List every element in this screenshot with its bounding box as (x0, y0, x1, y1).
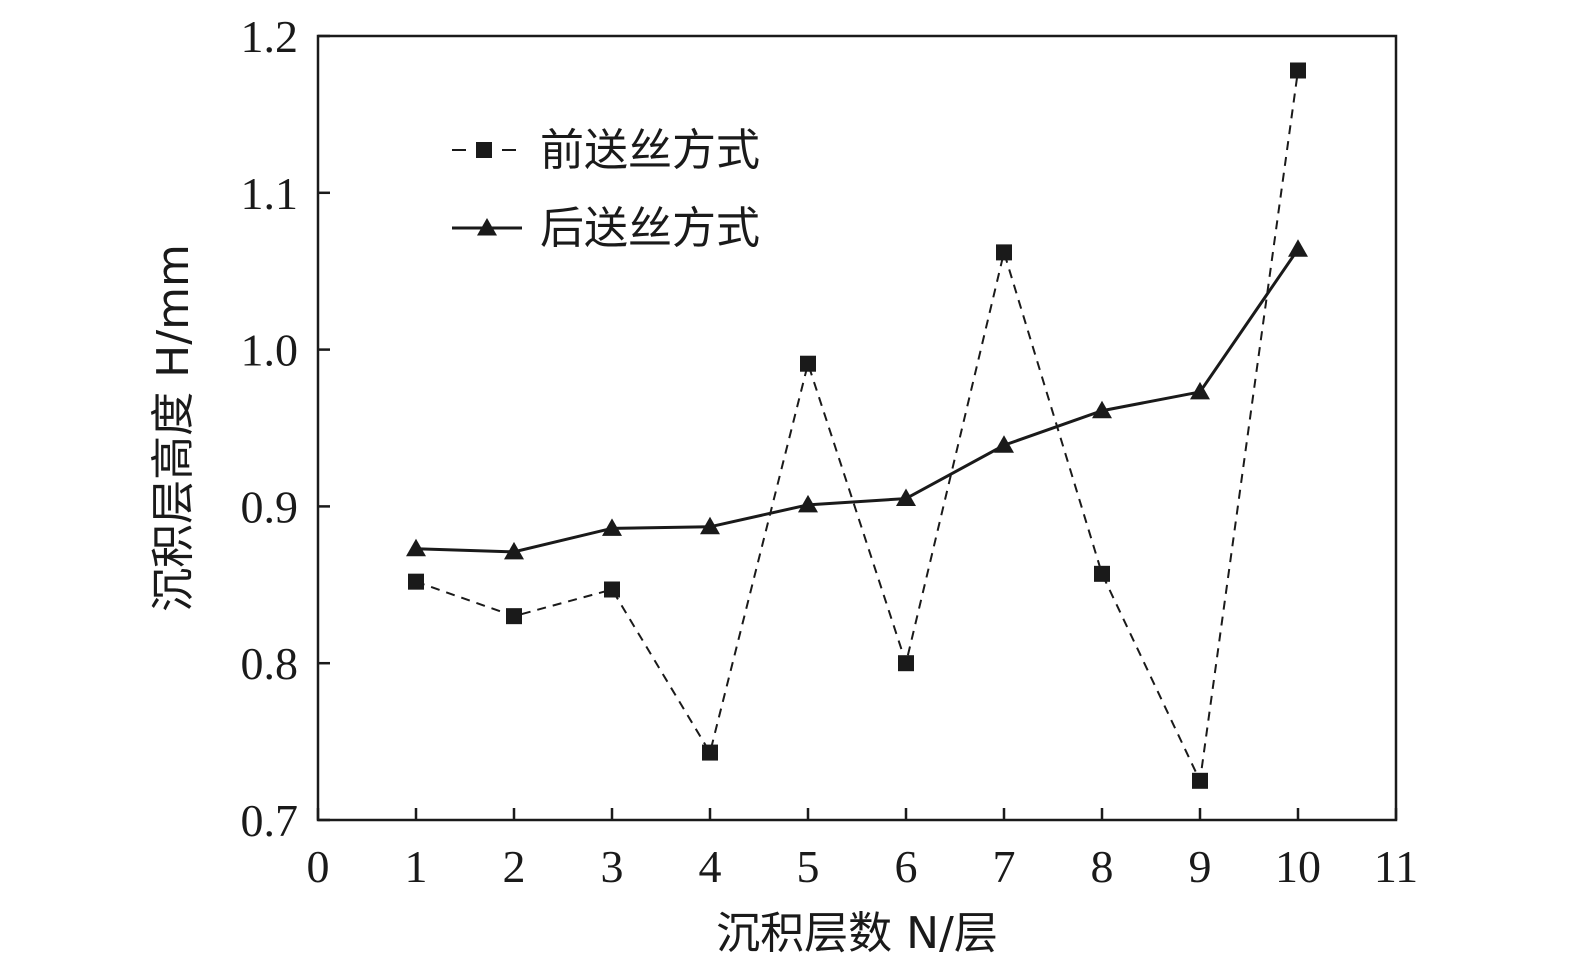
series-0-point-2 (604, 581, 620, 598)
x-axis-title: 沉积层数 N/层 (716, 908, 998, 959)
series-0-point-7 (1094, 565, 1110, 582)
series-1-point-8 (1190, 381, 1210, 400)
x-tick-label-9: 9 (1189, 841, 1212, 892)
x-tick-label-8: 8 (1091, 841, 1114, 892)
x-tick-label-7: 7 (993, 841, 1016, 892)
series-0-point-4 (800, 355, 816, 372)
series-0 (408, 62, 1306, 789)
axis-ticks: 0 1 2 3 4 5 6 7 8 9 10 11 0.7 0.8 0.9 1.0 1.1 1.2 (241, 11, 1419, 892)
x-tick-label-11: 11 (1374, 841, 1418, 892)
y-axis-title: 沉积层高度 H/mm (148, 244, 199, 612)
y-tick-label-2: 0.9 (241, 481, 299, 532)
y-tick-label-3: 1.0 (241, 325, 299, 376)
y-tick-label-1: 0.8 (241, 638, 299, 689)
x-tick-label-4: 4 (699, 841, 722, 892)
series-1-point-4 (798, 494, 818, 513)
series-1-point-1 (504, 541, 524, 560)
legend-item-0: 前送丝方式 (452, 125, 760, 176)
series-0-line (415, 70, 1299, 785)
series-1-point-7 (1092, 400, 1112, 419)
series-layer (406, 62, 1308, 789)
series-1-point-2 (602, 518, 622, 536)
series-0-point-9 (1290, 62, 1306, 79)
plot-frame (316, 34, 1398, 822)
series-0-point-3 (702, 744, 718, 761)
x-tick-label-2: 2 (503, 841, 526, 892)
y-tick-label-0: 0.7 (241, 795, 299, 846)
x-tick-label-1: 1 (405, 841, 428, 892)
series-0-point-8 (1192, 772, 1208, 789)
series-1 (406, 239, 1308, 560)
series-0-point-5 (898, 655, 914, 672)
series-1-point-6 (994, 435, 1014, 453)
legend-label-1: 后送丝方式 (540, 203, 760, 254)
series-0-point-0 (408, 573, 424, 590)
x-tick-label-3: 3 (601, 841, 624, 892)
y-tick-label-5: 1.2 (241, 11, 299, 62)
x-tick-label-5: 5 (797, 841, 820, 892)
series-1-line (415, 248, 1300, 554)
series-1-point-0 (406, 538, 426, 557)
series-1-point-3 (700, 516, 720, 535)
x-tick-label-6: 6 (895, 841, 918, 892)
series-1-point-5 (896, 488, 916, 507)
x-tick-label-10: 10 (1275, 841, 1321, 892)
legend-item-1: 后送丝方式 (452, 203, 760, 254)
x-tick-label-0: 0 (307, 841, 330, 892)
legend-label-0: 前送丝方式 (540, 125, 760, 176)
y-tick-label-4: 1.1 (241, 168, 299, 219)
series-0-point-6 (996, 244, 1012, 261)
series-0-point-1 (506, 608, 522, 625)
legend-marker-1 (477, 218, 497, 236)
series-1-point-9 (1288, 239, 1308, 257)
legend-marker-0 (476, 142, 492, 158)
